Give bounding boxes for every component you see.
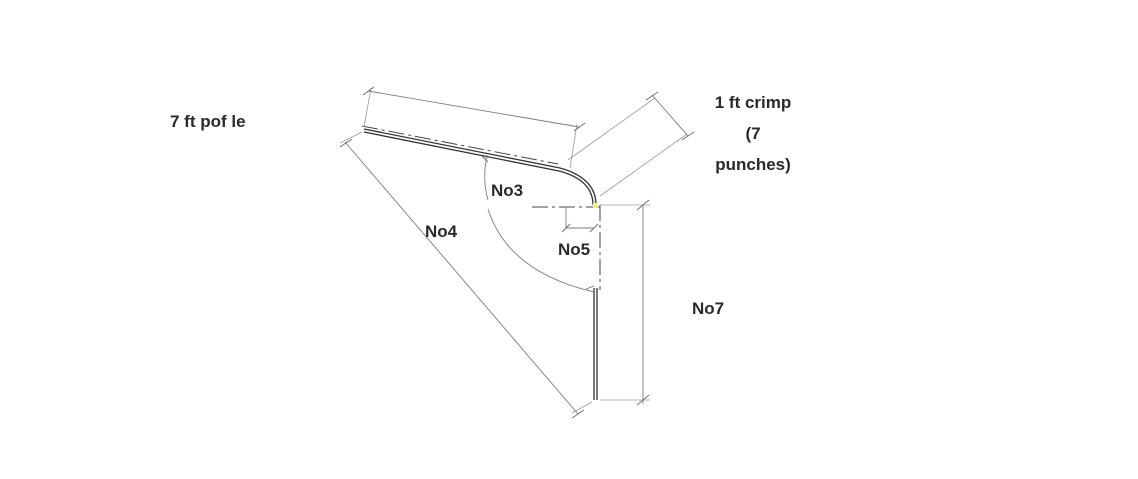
dimension-no4 [339, 131, 593, 419]
dimension-no7 [600, 199, 650, 406]
dimension-crimp [567, 91, 695, 197]
label-crimp-line3: punches) [715, 155, 791, 174]
part-profile [361, 125, 601, 400]
label-no3: No3 [491, 181, 524, 200]
label-length: 7 ft pof le [170, 112, 246, 131]
label-crimp-line2: (7 [745, 124, 761, 143]
label-no5: No5 [558, 240, 591, 259]
label-no7: No7 [692, 299, 725, 318]
label-crimp-line1: 1 ft crimp [714, 93, 792, 112]
box-no5 [561, 207, 599, 233]
arc-no3 [481, 154, 595, 293]
dimension-top-length [362, 86, 586, 169]
corner-marker [593, 203, 598, 208]
label-no4: No4 [425, 222, 458, 241]
